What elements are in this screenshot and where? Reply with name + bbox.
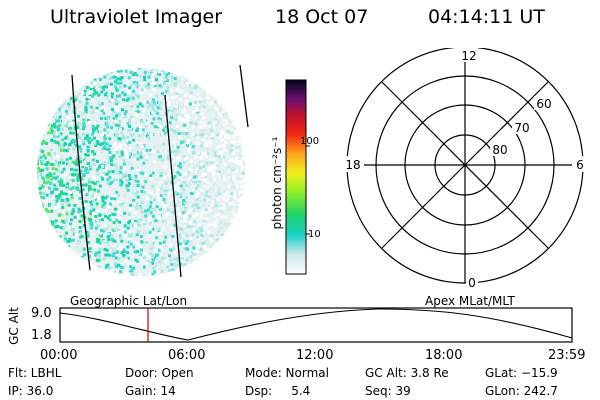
gain-status: Gain: 14 <box>125 384 176 398</box>
longitude-line <box>71 74 91 271</box>
colorbar <box>285 79 310 275</box>
glat-status: GLat: −15.9 <box>485 366 558 380</box>
colorbar-scale <box>285 79 307 275</box>
meridian-diagonal <box>381 81 549 249</box>
ip-status: IP: 36.0 <box>8 384 54 398</box>
glon-status: GLon: 242.7 <box>485 384 558 398</box>
mlt-label-6: 6 <box>576 158 584 172</box>
gc-alt-status: GC Alt: 3.8 Re <box>365 366 449 380</box>
apex-projection-label: Apex MLat/MLT <box>425 294 515 308</box>
mlat-label-80: 80 <box>492 143 507 157</box>
mode-status: Mode: Normal <box>245 366 329 380</box>
filter-status: Flt: LBHL <box>8 366 62 380</box>
image-time: 04:14:11 UT <box>428 6 545 28</box>
polar-plot: 12 18 6 0 60 70 80 <box>342 48 588 288</box>
colorbar-tick-10: 10 <box>308 229 321 240</box>
orbit-xtick-1200: 12:00 <box>296 348 334 363</box>
orbit-ylabel: GC Alt <box>7 307 21 345</box>
mlt-label-0: 0 <box>468 276 476 288</box>
longitude-line <box>239 64 249 128</box>
door-status: Door: Open <box>125 366 194 380</box>
uv-image-panel <box>37 64 249 278</box>
orbit-ytick-max: 9.0 <box>31 306 52 321</box>
colorbar-unit-label: photon cm⁻²s⁻¹ <box>270 136 284 230</box>
orbit-xtick-0000: 00:00 <box>40 348 78 363</box>
image-date: 18 Oct 07 <box>275 6 369 28</box>
mlt-label-12: 12 <box>461 49 476 63</box>
orbit-ytick-min: 1.8 <box>31 328 52 343</box>
orbit-altitude-plot <box>59 307 573 343</box>
app-title: Ultraviolet Imager <box>50 6 223 28</box>
dsp-status: Dsp: 5.4 <box>245 384 311 398</box>
orbit-xtick-2359: 23:59 <box>548 348 586 363</box>
orbit-xtick-0600: 06:00 <box>168 348 206 363</box>
mlat-label-60: 60 <box>536 97 551 111</box>
orbit-xtick-1800: 18:00 <box>425 348 463 363</box>
mlat-label-70: 70 <box>514 121 529 135</box>
orbit-altitude-curve <box>59 308 573 341</box>
uv-image-disc <box>37 68 245 276</box>
orbit-plot-frame <box>59 307 573 343</box>
geographic-projection-label: Geographic Lat/Lon <box>70 294 188 308</box>
mlt-label-18: 18 <box>345 158 360 172</box>
colorbar-tick-100: 100 <box>300 136 320 147</box>
seq-status: Seq: 39 <box>365 384 411 398</box>
longitude-line <box>164 94 182 278</box>
